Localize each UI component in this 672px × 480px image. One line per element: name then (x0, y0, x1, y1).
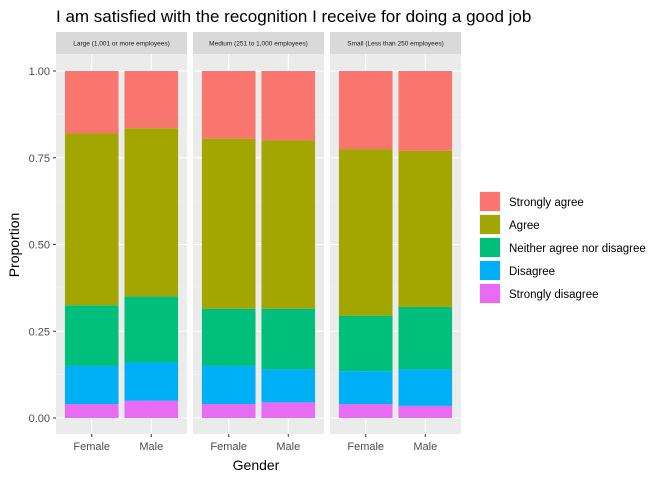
bar-segment-small-female-neither-agree-nor-disagree (338, 315, 393, 372)
legend-label: Strongly agree (509, 197, 584, 209)
x-tick-label: Female (347, 441, 384, 453)
facet-panel-medium-251-to-1-000-employees: Medium (251 to 1,000 employees) Female Mal… (193, 32, 324, 453)
legend-item-disagree: Disagree (479, 260, 555, 281)
x-tick-label: Male (413, 441, 437, 453)
y-tick-label: 0.50 (29, 240, 50, 252)
bar-segment-large-female-agree (64, 133, 119, 306)
bar-segment-large-female-strongly-disagree (64, 404, 119, 418)
bar-segment-small-male-strongly-disagree (398, 405, 453, 418)
facet-strip (193, 32, 324, 54)
y-axis-title: Proportion (6, 213, 22, 278)
facet-strip-label: Large (1,001 or more employees) (73, 41, 169, 48)
legend-swatch (480, 284, 500, 303)
legend-label: Disagree (509, 266, 555, 278)
legend: Strongly agree Agree Neither agree nor dis… (479, 191, 646, 304)
bar-segment-large-female-strongly-agree (64, 71, 119, 134)
facet-panels: Large (1,001 or more employees) Female Mal… (56, 32, 461, 453)
bar-segment-large-female-disagree (64, 365, 119, 405)
facet-strip-label: Small (Less than 250 employees) (347, 41, 443, 48)
x-axis-title: Gender (233, 457, 280, 473)
legend-swatch (480, 215, 500, 234)
legend-item-neither-agree-nor-disagree: Neither agree nor disagree (479, 237, 646, 258)
y-tick-label: 1.00 (29, 66, 50, 78)
legend-item-agree: Agree (479, 214, 540, 235)
y-tick-label: 0.00 (29, 413, 50, 425)
bar-segment-medium-male-strongly-agree (261, 71, 316, 141)
bar-segment-medium-female-disagree (201, 365, 256, 405)
bar-segment-medium-male-disagree (261, 369, 316, 403)
bar-segment-large-male-disagree (124, 362, 179, 401)
facet-panel-small-less-than-250-employees: Small (Less than 250 employees) Female Mal… (330, 32, 461, 453)
legend-label: Strongly disagree (509, 289, 599, 301)
y-tick-label: 0.25 (29, 326, 50, 338)
bar-segment-medium-male-neither-agree-nor-disagree (261, 308, 316, 370)
bar-segment-medium-female-strongly-disagree (201, 404, 256, 418)
x-tick-label: Female (73, 441, 110, 453)
bar-segment-large-male-neither-agree-nor-disagree (124, 296, 179, 363)
x-tick-label: Male (276, 441, 300, 453)
bar-segment-small-female-strongly-agree (338, 71, 393, 150)
x-tick-label: Female (210, 441, 247, 453)
bar-segment-small-female-disagree (338, 371, 393, 405)
legend-swatch (480, 192, 500, 211)
facet-panel-large-1-001-or-more-employees: Large (1,001 or more employees) Female Mal… (56, 32, 187, 453)
y-axis: 0.00 0.25 0.50 0.75 1.00 (29, 66, 56, 425)
bar-segment-medium-female-neither-agree-nor-disagree (201, 308, 256, 366)
facet-strip (56, 32, 187, 54)
bar-segment-small-female-agree (338, 149, 393, 316)
bar-segment-small-male-neither-agree-nor-disagree (398, 306, 453, 370)
bar-segment-large-male-strongly-disagree (124, 400, 179, 418)
legend-label: Agree (509, 220, 540, 232)
bar-segment-small-male-disagree (398, 369, 453, 406)
legend-swatch (480, 261, 500, 280)
bar-segment-medium-female-strongly-agree (201, 71, 256, 139)
bar-segment-small-male-strongly-agree (398, 71, 453, 151)
bar-segment-medium-female-agree (201, 138, 256, 309)
legend-swatch (480, 238, 500, 257)
x-tick-label: Male (139, 441, 163, 453)
bar-segment-medium-male-strongly-disagree (261, 402, 316, 418)
bar-segment-large-female-neither-agree-nor-disagree (64, 305, 119, 366)
bar-segment-large-male-agree (124, 128, 179, 297)
facet-strip-label: Medium (251 to 1,000 employees) (209, 41, 308, 48)
facet-strip (330, 32, 461, 54)
bar-segment-small-female-strongly-disagree (338, 404, 393, 418)
legend-item-strongly-disagree: Strongly disagree (479, 283, 599, 304)
bar-segment-small-male-agree (398, 150, 453, 307)
chart-title: I am satisfied with the recognition I re… (56, 7, 531, 26)
legend-item-strongly-agree: Strongly agree (479, 191, 584, 212)
bar-segment-large-male-strongly-agree (124, 71, 179, 129)
y-tick-label: 0.75 (29, 153, 50, 165)
bar-segment-medium-male-agree (261, 140, 316, 309)
legend-label: Neither agree nor disagree (509, 243, 646, 255)
